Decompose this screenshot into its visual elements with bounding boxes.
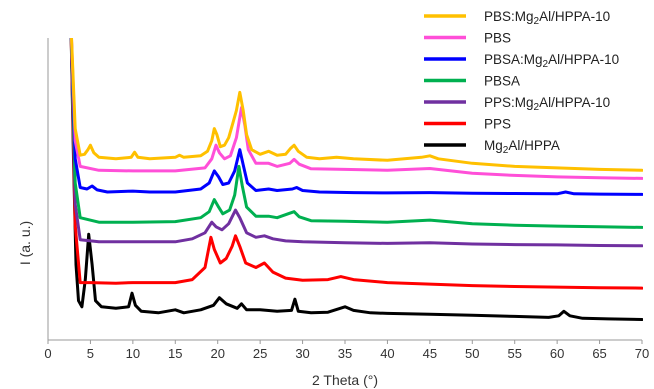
legend-label: PBSA — [484, 74, 520, 89]
x-tick-label: 30 — [295, 346, 309, 361]
x-tick-label: 35 — [338, 346, 352, 361]
legend-item: PPS — [424, 117, 511, 132]
legend-label: PBS — [484, 31, 511, 46]
legend-label: PPS:Mg2Al/HPPA-10 — [484, 95, 610, 113]
legend-label: PPS — [484, 117, 511, 132]
legend: PBS:Mg2Al/HPPA-10 PBS PBSA:Mg2Al/HPPA-10 PB… — [424, 9, 619, 156]
series-line-pbsa — [69, 38, 643, 229]
x-ticks: 0 5 10 15 20 25 30 35 40 45 50 55 60 65 70 — [44, 340, 649, 361]
series-layer — [69, 38, 643, 321]
series-line-pps — [69, 38, 643, 290]
y-axis-title: I (a. u.) — [17, 221, 33, 265]
x-tick-label: 20 — [210, 346, 224, 361]
axes — [47, 38, 642, 341]
legend-item: Mg2Al/HPPA — [424, 138, 560, 156]
series-line-pbs-mg2al-hppa-10 — [70, 38, 643, 172]
legend-label: PBS:Mg2Al/HPPA-10 — [484, 9, 610, 27]
series-line-pps-mg2al-hppa-10 — [69, 38, 643, 248]
x-axis-title: 2 Theta (°) — [312, 372, 378, 388]
legend-item: PBS — [424, 31, 511, 46]
x-tick-label: 40 — [380, 346, 394, 361]
legend-item: PBS:Mg2Al/HPPA-10 — [424, 9, 610, 27]
legend-item: PPS:Mg2Al/HPPA-10 — [424, 95, 610, 113]
x-tick-label: 60 — [550, 346, 564, 361]
legend-item: PBSA:Mg2Al/HPPA-10 — [424, 52, 619, 70]
x-tick-label: 55 — [507, 346, 521, 361]
x-tick-label: 45 — [423, 346, 437, 361]
x-tick-label: 15 — [168, 346, 182, 361]
x-tick-label: 5 — [87, 346, 94, 361]
legend-label: PBSA:Mg2Al/HPPA-10 — [484, 52, 619, 70]
series-line-pbsa-mg2al-hppa-10 — [69, 38, 643, 196]
x-tick-label: 65 — [592, 346, 606, 361]
x-tick-label: 70 — [635, 346, 649, 361]
x-tick-label: 0 — [44, 346, 51, 361]
x-tick-label: 50 — [465, 346, 479, 361]
x-tick-label: 10 — [126, 346, 140, 361]
legend-label: Mg2Al/HPPA — [484, 138, 560, 156]
x-tick-label: 25 — [253, 346, 267, 361]
legend-item: PBSA — [424, 74, 520, 89]
series-line-pbs — [69, 38, 643, 180]
